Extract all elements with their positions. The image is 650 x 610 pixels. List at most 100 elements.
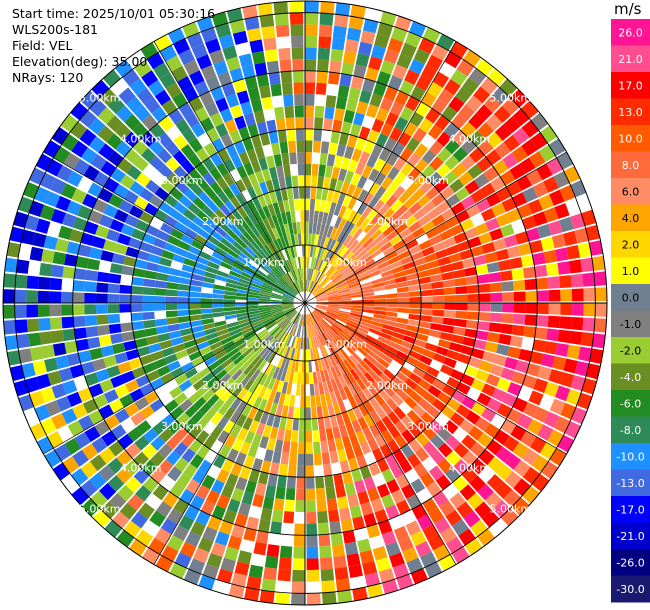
velocity-gate <box>245 480 257 494</box>
velocity-gate <box>297 152 305 164</box>
velocity-gate <box>335 2 351 16</box>
velocity-gate <box>407 319 420 327</box>
velocity-gate <box>281 345 289 358</box>
velocity-gate <box>571 288 584 302</box>
velocity-gate <box>386 303 398 308</box>
velocity-gate <box>222 172 235 187</box>
velocity-gate <box>110 333 124 345</box>
velocity-gate <box>312 348 318 361</box>
velocity-gate <box>234 259 247 269</box>
velocity-gate <box>324 284 336 292</box>
velocity-gate <box>114 408 130 424</box>
velocity-gate <box>283 292 295 299</box>
velocity-gate <box>295 313 301 325</box>
velocity-gate <box>463 49 481 68</box>
velocity-gate <box>319 370 327 383</box>
velocity-gate <box>268 72 281 86</box>
velocity-gate <box>412 127 427 143</box>
velocity-gate <box>273 267 283 278</box>
velocity-gate <box>72 449 89 467</box>
azimuth-line <box>304 151 567 304</box>
velocity-gate <box>173 165 188 180</box>
velocity-gate <box>119 294 131 303</box>
velocity-gate <box>328 304 340 307</box>
velocity-gate <box>177 240 191 252</box>
velocity-gate <box>81 443 99 461</box>
velocity-gate <box>285 487 296 501</box>
velocity-gate <box>268 339 278 350</box>
velocity-gate <box>412 227 426 239</box>
velocity-gate <box>247 297 259 301</box>
velocity-gate <box>227 498 241 513</box>
velocity-gate <box>445 244 460 256</box>
velocity-gate <box>80 479 98 498</box>
velocity-gate <box>321 452 331 465</box>
velocity-gate <box>321 278 331 288</box>
velocity-gate <box>396 317 409 325</box>
velocity-gate <box>554 247 569 262</box>
velocity-gate <box>280 71 293 84</box>
velocity-gate <box>49 304 62 317</box>
velocity-gate <box>372 281 385 289</box>
velocity-gate <box>451 163 467 178</box>
velocity-gate <box>209 181 223 195</box>
velocity-gate <box>85 326 99 338</box>
velocity-gate <box>490 292 503 302</box>
velocity-gate <box>344 39 359 53</box>
velocity-gate <box>154 318 168 327</box>
velocity-gate <box>328 299 340 302</box>
velocity-gate <box>461 395 477 410</box>
velocity-gate <box>246 516 260 531</box>
velocity-gate <box>342 328 354 337</box>
velocity-gate <box>277 279 288 289</box>
velocity-gate <box>91 236 106 249</box>
velocity-gate <box>351 262 364 272</box>
velocity-gate <box>361 288 374 294</box>
velocity-gate <box>181 333 195 343</box>
velocity-gate <box>543 411 560 428</box>
velocity-gate <box>537 366 552 381</box>
velocity-gate <box>243 162 255 176</box>
velocity-gate <box>410 530 427 547</box>
velocity-gate <box>530 132 548 150</box>
velocity-gate <box>284 429 292 442</box>
velocity-gate <box>114 352 129 365</box>
velocity-gate <box>296 325 301 338</box>
velocity-gate <box>563 230 578 246</box>
velocity-gate <box>418 276 432 285</box>
velocity-gate <box>414 417 429 432</box>
velocity-gate <box>214 349 228 360</box>
velocity-gate <box>314 246 320 259</box>
velocity-gate <box>292 282 300 294</box>
velocity-gate <box>336 284 349 291</box>
velocity-gate <box>398 345 412 356</box>
velocity-gate <box>314 271 321 283</box>
velocity-gate <box>55 195 71 212</box>
velocity-gate <box>51 127 70 145</box>
velocity-gate <box>327 297 340 301</box>
velocity-gate <box>486 473 504 491</box>
velocity-gate <box>448 252 462 264</box>
velocity-gate <box>67 391 83 407</box>
velocity-gate <box>292 245 298 258</box>
velocity-gate <box>131 228 146 241</box>
velocity-gate <box>486 192 502 207</box>
velocity-gate <box>272 268 282 279</box>
velocity-gate <box>287 286 297 296</box>
velocity-gate <box>466 284 479 294</box>
velocity-gate <box>330 340 340 352</box>
velocity-gate <box>543 341 558 355</box>
velocity-gate <box>253 342 264 353</box>
velocity-gate <box>188 303 201 310</box>
velocity-gate <box>100 345 115 358</box>
velocity-gate <box>320 358 327 371</box>
velocity-gate <box>281 405 289 418</box>
velocity-gate <box>312 371 318 384</box>
velocity-gate <box>250 159 262 173</box>
velocity-gate <box>348 317 361 324</box>
velocity-gate <box>323 316 334 325</box>
velocity-gate <box>331 324 342 334</box>
velocity-gate <box>62 328 76 342</box>
velocity-gate <box>338 288 350 294</box>
velocity-gate <box>486 397 502 413</box>
